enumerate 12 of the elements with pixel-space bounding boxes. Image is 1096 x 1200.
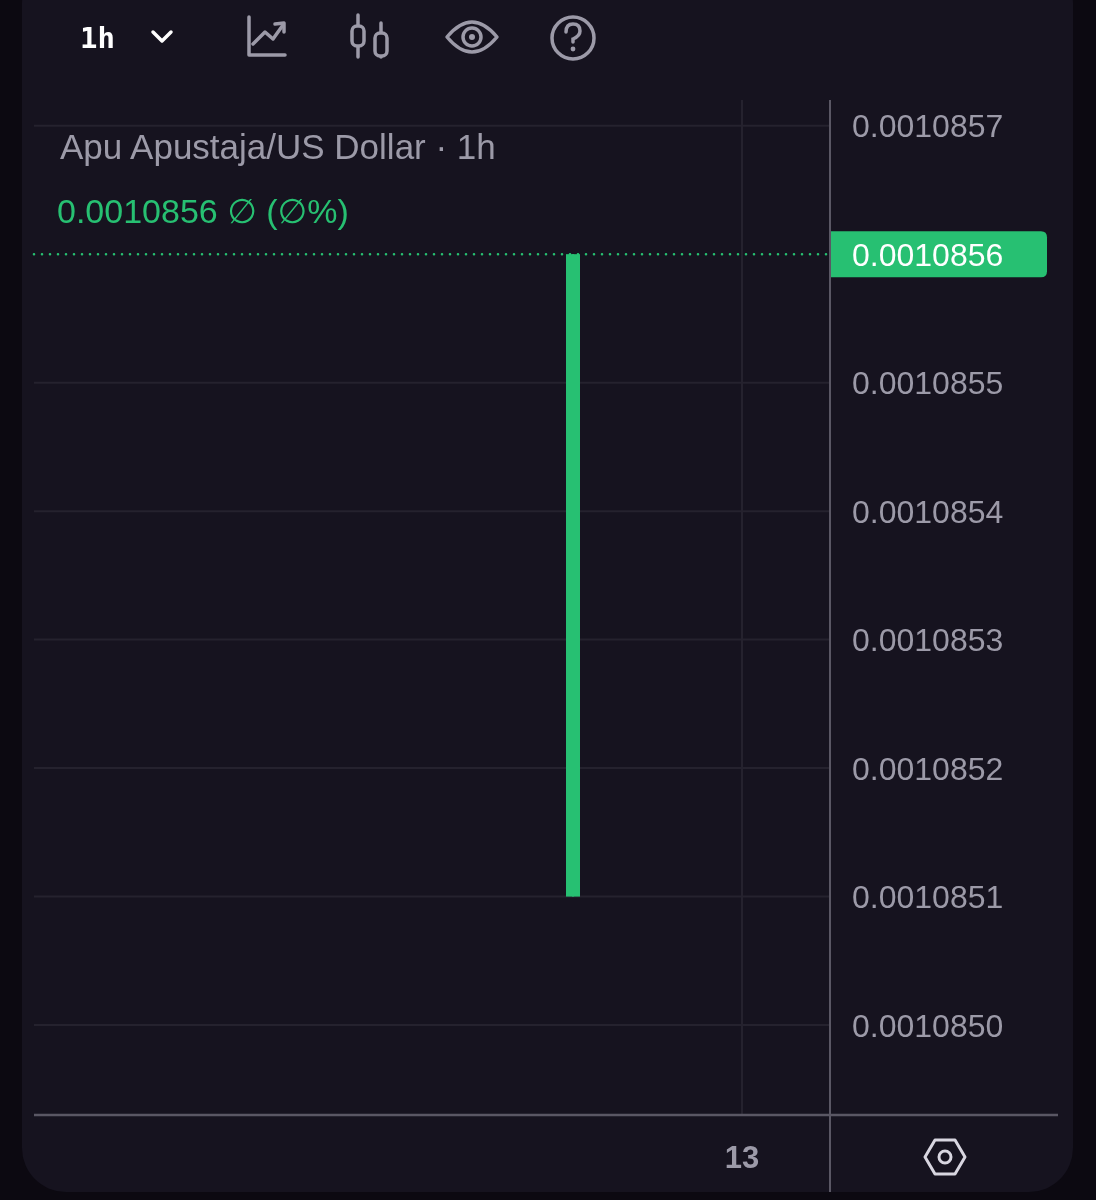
y-tick-label: 0.0010854 [852,493,1004,530]
x-tick-label: 13 [724,1140,760,1176]
y-tick-label: 0.0010851 [852,879,1004,916]
y-tick-label: 0.0010853 [852,622,1004,659]
y-tick-label: 0.0010857 [852,108,1004,145]
text: 1h [80,21,115,55]
text: Apu Apustaja/US Dollar · 1h [60,127,496,166]
ref-line-label: 0.0010856 [852,236,1004,273]
annotation: 0.0010856 ∅ (∅%) [57,192,349,230]
y-tick-label: 0.0010855 [852,365,1004,402]
y-tick-label: 0.0010852 [852,750,1004,787]
y-tick-label: 0.0010850 [852,1007,1004,1044]
